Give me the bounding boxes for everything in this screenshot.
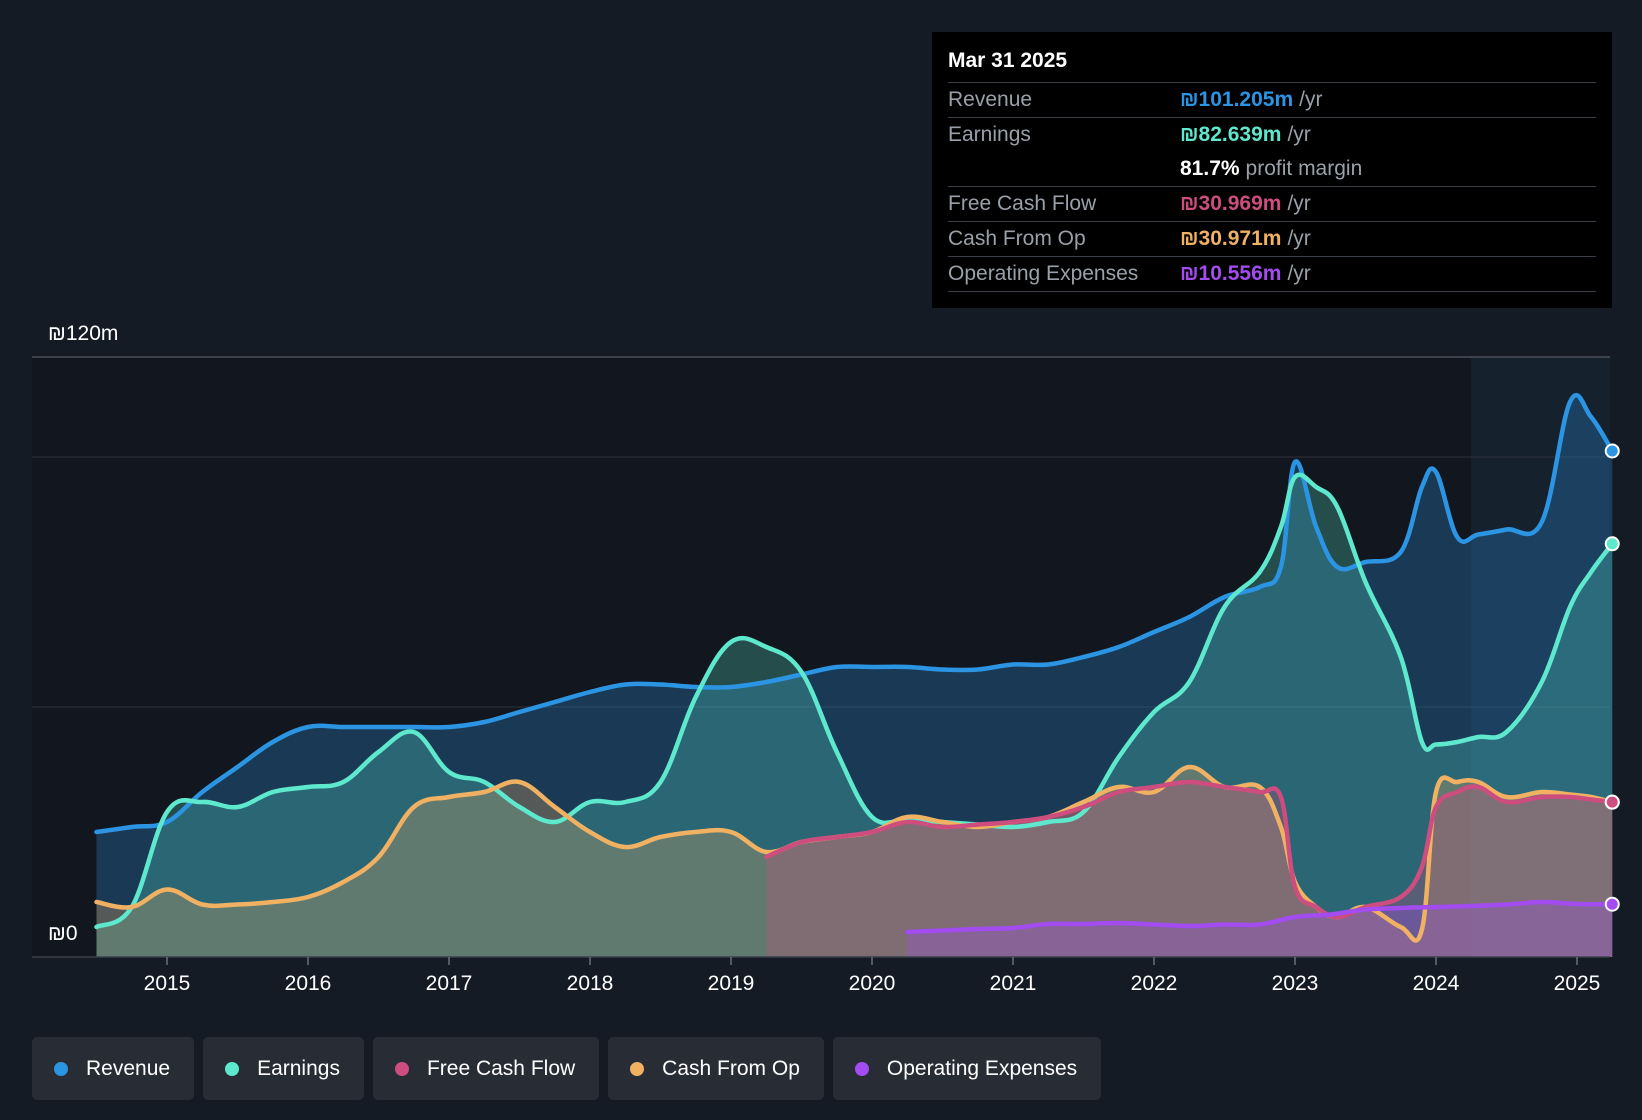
tooltip-date: Mar 31 2025 xyxy=(948,49,1068,72)
x-tick-label: 2023 xyxy=(1272,972,1319,995)
tooltip-unit: /yr xyxy=(1287,262,1311,285)
area-cash-from-op xyxy=(96,766,1613,957)
tooltip-unit: /yr xyxy=(1287,192,1311,215)
tooltip-label: Operating Expenses xyxy=(948,262,1139,285)
area-earnings xyxy=(96,474,1613,957)
legend-dot-icon xyxy=(54,1061,68,1076)
area-operating-expenses xyxy=(907,901,1613,957)
tooltip-row-opex: Operating Expenses ₪10.556m /yr xyxy=(948,256,1596,292)
legend-dot-icon xyxy=(225,1061,240,1076)
tooltip-panel: Mar 31 2025 Revenue ₪101.205m /yr Earnin… xyxy=(932,32,1612,308)
tooltip-label: Cash From Op xyxy=(948,227,1086,250)
y-axis-top-label: ₪120m xyxy=(48,322,118,345)
end-marker-free-cash-flow xyxy=(1604,794,1620,810)
tooltip-margin-value: 81.7% xyxy=(1180,157,1240,180)
x-tick-label: 2021 xyxy=(990,972,1037,995)
tooltip-row-revenue: Revenue ₪101.205m /yr xyxy=(948,82,1596,117)
series-lines xyxy=(94,392,1615,943)
gridlines xyxy=(32,356,1610,708)
line-free-cash-flow xyxy=(764,779,1615,920)
legend-item-free-cash-flow[interactable]: Free Cash Flow xyxy=(372,1037,600,1100)
x-tick-label: 2025 xyxy=(1554,972,1601,995)
x-tick-label: 2015 xyxy=(144,972,191,995)
legend-item-revenue[interactable]: Revenue xyxy=(32,1037,195,1100)
line-operating-expenses xyxy=(905,899,1615,935)
tooltip-value-earnings: ₪82.639m xyxy=(1180,123,1282,146)
legend-label: Operating Expenses xyxy=(886,1056,1078,1080)
tooltip-label: Earnings xyxy=(948,123,1031,146)
tooltip-row-margin: 81.7% profit margin xyxy=(948,152,1596,186)
tooltip-label: Revenue xyxy=(948,88,1033,111)
end-marker-revenue xyxy=(1604,443,1620,459)
legend-label: Free Cash Flow xyxy=(426,1056,576,1080)
x-tick-label: 2024 xyxy=(1413,972,1460,995)
line-revenue xyxy=(94,392,1615,835)
tooltip-margin-label: profit margin xyxy=(1245,157,1363,180)
tooltip-row-cfo: Cash From Op ₪30.971m /yr xyxy=(948,221,1596,256)
legend-item-operating-expenses[interactable]: Operating Expenses xyxy=(832,1037,1102,1100)
tooltip-unit: /yr xyxy=(1299,88,1323,111)
series-end-markers xyxy=(1604,443,1620,912)
legend-label: Revenue xyxy=(86,1056,171,1080)
legend-label: Cash From Op xyxy=(662,1056,800,1080)
x-tick-label: 2019 xyxy=(708,972,755,995)
legend-item-earnings[interactable]: Earnings xyxy=(203,1037,364,1100)
legend-dot-icon xyxy=(854,1061,869,1076)
tooltip-value-cfo: ₪30.971m xyxy=(1180,227,1282,250)
legend-label: Earnings xyxy=(257,1056,340,1080)
tooltip-value-opex: ₪10.556m xyxy=(1180,262,1282,285)
x-tick-label: 2016 xyxy=(285,972,332,995)
x-tick-label: 2018 xyxy=(567,972,614,995)
x-tick-label: 2020 xyxy=(849,972,896,995)
tooltip-row-fcf: Free Cash Flow ₪30.969m /yr xyxy=(948,186,1596,221)
tooltip-value-fcf: ₪30.969m xyxy=(1180,192,1282,215)
end-marker-earnings xyxy=(1604,536,1620,552)
legend-dot-icon xyxy=(394,1061,409,1076)
tooltip-unit: /yr xyxy=(1287,227,1311,250)
area-revenue xyxy=(96,395,1613,958)
legend-dot-icon xyxy=(630,1061,645,1076)
tooltip-row-earnings: Earnings ₪82.639m /yr xyxy=(948,117,1596,152)
legend: Revenue Earnings Free Cash Flow Cash Fro… xyxy=(32,1037,1102,1100)
tooltip-unit: /yr xyxy=(1287,123,1311,146)
x-axis-ticks: 2015 2016 2017 2018 2019 2020 2021 2022 2023 2024… xyxy=(144,957,1601,995)
end-marker-operating-expenses xyxy=(1604,896,1620,912)
y-axis-zero-label: ₪0 xyxy=(48,922,78,945)
x-tick-label: 2022 xyxy=(1131,972,1178,995)
legend-item-cash-from-op[interactable]: Cash From Op xyxy=(608,1037,824,1100)
x-tick-label: 2017 xyxy=(426,972,473,995)
tooltip-value-revenue: ₪101.205m xyxy=(1180,88,1294,111)
tooltip-label: Free Cash Flow xyxy=(948,192,1097,215)
